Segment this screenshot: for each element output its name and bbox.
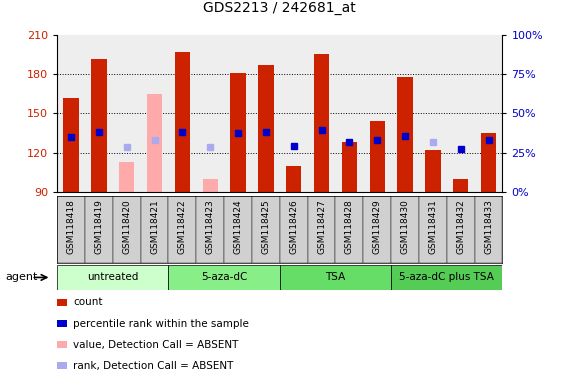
Bar [280, 265, 391, 290]
Bar [314, 54, 329, 192]
Text: GSM118419: GSM118419 [94, 199, 103, 254]
Bar [140, 196, 168, 263]
Bar [341, 142, 357, 192]
Bar [224, 196, 252, 263]
Bar [57, 196, 85, 263]
Text: agent: agent [6, 272, 38, 283]
Bar [196, 196, 224, 263]
Bar [481, 133, 496, 192]
Text: untreated: untreated [87, 272, 138, 283]
Bar [363, 196, 391, 263]
Bar [85, 196, 113, 263]
Text: GDS2213 / 242681_at: GDS2213 / 242681_at [203, 2, 356, 15]
Bar [57, 265, 168, 290]
Text: GSM118421: GSM118421 [150, 199, 159, 254]
Text: GSM118418: GSM118418 [66, 199, 75, 254]
Bar [112, 196, 140, 263]
Text: GSM118422: GSM118422 [178, 199, 187, 254]
Bar [369, 121, 385, 192]
Text: count: count [73, 297, 103, 308]
Bar [63, 98, 79, 192]
Text: GSM118423: GSM118423 [206, 199, 215, 254]
Text: GSM118424: GSM118424 [234, 199, 243, 254]
Bar [230, 73, 246, 192]
Bar [175, 51, 190, 192]
Text: GSM118427: GSM118427 [317, 199, 326, 254]
Text: 5-aza-dC plus TSA: 5-aza-dC plus TSA [399, 272, 494, 283]
Text: GSM118425: GSM118425 [262, 199, 271, 254]
Bar [475, 196, 502, 263]
Bar [308, 196, 336, 263]
Bar [453, 179, 468, 192]
Bar [168, 196, 196, 263]
Text: GSM118428: GSM118428 [345, 199, 354, 254]
Bar [147, 94, 162, 192]
Bar [168, 265, 280, 290]
Bar [391, 265, 502, 290]
Text: percentile rank within the sample: percentile rank within the sample [73, 318, 249, 329]
Bar [258, 65, 274, 192]
Text: GSM118429: GSM118429 [373, 199, 382, 254]
Text: GSM118433: GSM118433 [484, 199, 493, 254]
Bar [419, 196, 447, 263]
Bar [391, 196, 419, 263]
Bar [91, 60, 107, 192]
Text: TSA: TSA [325, 272, 345, 283]
Bar [286, 166, 301, 192]
Bar [119, 162, 134, 192]
Text: GSM118426: GSM118426 [289, 199, 298, 254]
Text: 5-aza-dC: 5-aza-dC [201, 272, 247, 283]
Bar [425, 150, 441, 192]
Text: GSM118430: GSM118430 [400, 199, 409, 254]
Bar [335, 196, 363, 263]
Bar [447, 196, 475, 263]
Text: GSM118420: GSM118420 [122, 199, 131, 254]
Bar [203, 179, 218, 192]
Text: rank, Detection Call = ABSENT: rank, Detection Call = ABSENT [73, 361, 234, 371]
Text: GSM118431: GSM118431 [428, 199, 437, 254]
Bar [280, 196, 308, 263]
Bar [252, 196, 280, 263]
Text: GSM118432: GSM118432 [456, 199, 465, 254]
Text: value, Detection Call = ABSENT: value, Detection Call = ABSENT [73, 339, 239, 350]
Bar [397, 76, 413, 192]
